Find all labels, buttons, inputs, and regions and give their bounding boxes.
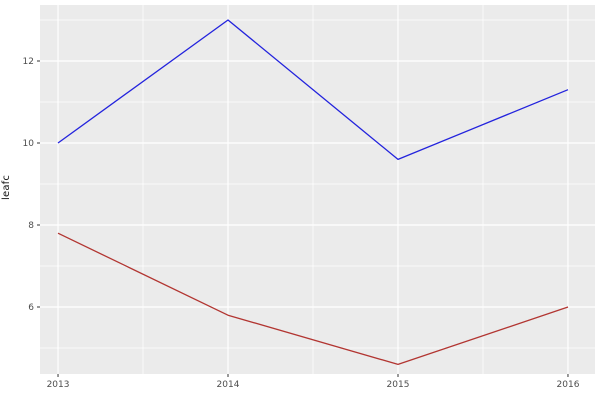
y-tick-label: 10 xyxy=(23,139,35,149)
y-tick-label: 12 xyxy=(23,57,34,67)
x-tick-label: 2013 xyxy=(47,380,70,390)
x-tick-label: 2015 xyxy=(387,380,410,390)
y-tick-label: 8 xyxy=(28,221,34,231)
x-tick-label: 2014 xyxy=(217,380,240,390)
y-axis-title: leafc xyxy=(1,174,12,200)
blue-series-line xyxy=(57,19,569,161)
plot-panel xyxy=(40,5,595,374)
red-series-line xyxy=(57,232,569,366)
y-tick-label: 6 xyxy=(28,303,34,313)
x-tick-label: 2016 xyxy=(557,380,580,390)
